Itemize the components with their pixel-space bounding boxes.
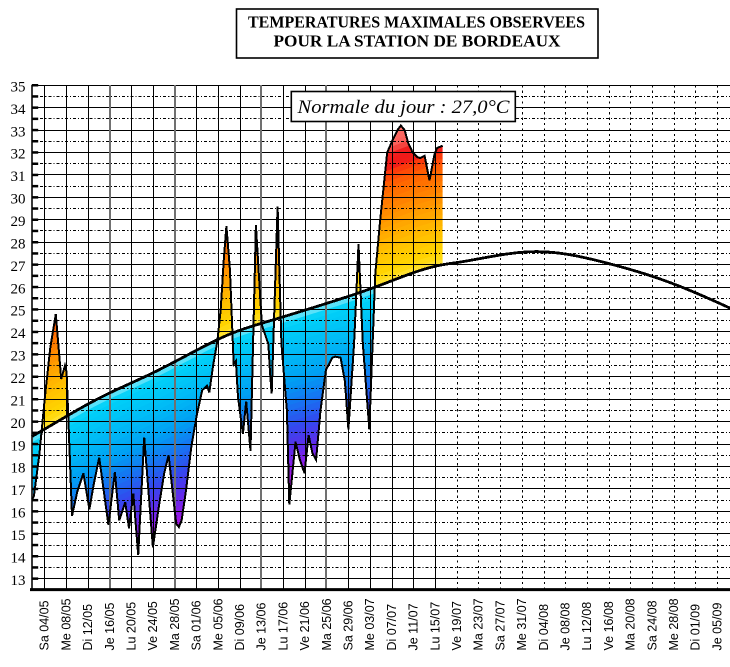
svg-text:26: 26 — [11, 281, 27, 297]
svg-text:Sa 27/07: Sa 27/07 — [493, 600, 507, 650]
svg-text:20: 20 — [11, 416, 26, 432]
svg-text:Ma 25/06: Ma 25/06 — [320, 598, 334, 650]
svg-text:Je 16/05: Je 16/05 — [103, 602, 117, 650]
svg-text:Je 05/09: Je 05/09 — [710, 602, 724, 650]
svg-text:14: 14 — [11, 550, 27, 566]
svg-text:Di 04/08: Di 04/08 — [537, 604, 551, 651]
svg-text:Lu 15/07: Lu 15/07 — [428, 602, 442, 651]
svg-text:Je 11/07: Je 11/07 — [407, 603, 421, 650]
svg-text:22: 22 — [11, 371, 26, 387]
svg-text:Sa 29/06: Sa 29/06 — [342, 600, 356, 650]
svg-text:TEMPERATURES MAXIMALES OBSERVE: TEMPERATURES MAXIMALES OBSERVEES — [248, 13, 585, 32]
svg-text:Di 12/05: Di 12/05 — [81, 604, 95, 651]
svg-text:Ve 19/07: Ve 19/07 — [450, 601, 464, 650]
svg-text:Ma 28/05: Ma 28/05 — [168, 598, 182, 650]
svg-text:31: 31 — [11, 169, 26, 185]
svg-text:Ve 16/08: Ve 16/08 — [602, 601, 616, 650]
svg-text:15: 15 — [11, 528, 26, 544]
svg-text:Je 13/06: Je 13/06 — [255, 602, 269, 650]
svg-text:34: 34 — [11, 102, 27, 118]
svg-text:28: 28 — [11, 236, 26, 252]
svg-text:Sa 24/08: Sa 24/08 — [645, 600, 659, 650]
svg-text:Normale du jour : 27,0°C: Normale du jour : 27,0°C — [296, 97, 509, 118]
svg-text:Lu 17/06: Lu 17/06 — [276, 602, 290, 651]
svg-text:29: 29 — [11, 214, 26, 230]
svg-text:23: 23 — [11, 349, 26, 365]
svg-text:Sa 04/05: Sa 04/05 — [38, 600, 52, 650]
svg-text:Di 09/06: Di 09/06 — [233, 604, 247, 651]
svg-text:Lu 12/08: Lu 12/08 — [580, 602, 594, 651]
svg-text:Me 08/05: Me 08/05 — [59, 598, 73, 650]
svg-text:Ma 20/08: Ma 20/08 — [624, 598, 638, 650]
svg-text:30: 30 — [11, 192, 26, 208]
svg-text:Di 01/09: Di 01/09 — [689, 604, 703, 651]
svg-text:16: 16 — [11, 506, 27, 522]
svg-text:Ve 21/06: Ve 21/06 — [298, 601, 312, 650]
svg-text:Me 03/07: Me 03/07 — [363, 598, 377, 650]
svg-text:32: 32 — [11, 147, 26, 163]
svg-text:27: 27 — [11, 259, 27, 275]
svg-text:35: 35 — [11, 79, 26, 95]
svg-text:Me 28/08: Me 28/08 — [667, 598, 681, 650]
svg-text:Me 05/06: Me 05/06 — [211, 598, 225, 650]
svg-text:13: 13 — [11, 573, 26, 589]
svg-text:21: 21 — [11, 393, 26, 409]
svg-text:18: 18 — [11, 461, 26, 477]
svg-text:Ma 23/07: Ma 23/07 — [472, 598, 486, 650]
svg-text:Sa 01/06: Sa 01/06 — [190, 600, 204, 650]
svg-text:Je 08/08: Je 08/08 — [559, 602, 573, 650]
svg-text:24: 24 — [11, 326, 27, 342]
svg-text:33: 33 — [11, 124, 26, 140]
svg-text:Di 07/07: Di 07/07 — [385, 604, 399, 651]
svg-text:POUR LA STATION DE BORDEAUX: POUR LA STATION DE BORDEAUX — [274, 32, 561, 51]
svg-text:19: 19 — [11, 438, 26, 454]
svg-text:17: 17 — [11, 483, 27, 499]
svg-text:Lu 20/05: Lu 20/05 — [125, 602, 139, 651]
svg-text:25: 25 — [11, 304, 26, 320]
svg-text:Ve 24/05: Ve 24/05 — [146, 601, 160, 650]
svg-text:Me 31/07: Me 31/07 — [515, 598, 529, 650]
